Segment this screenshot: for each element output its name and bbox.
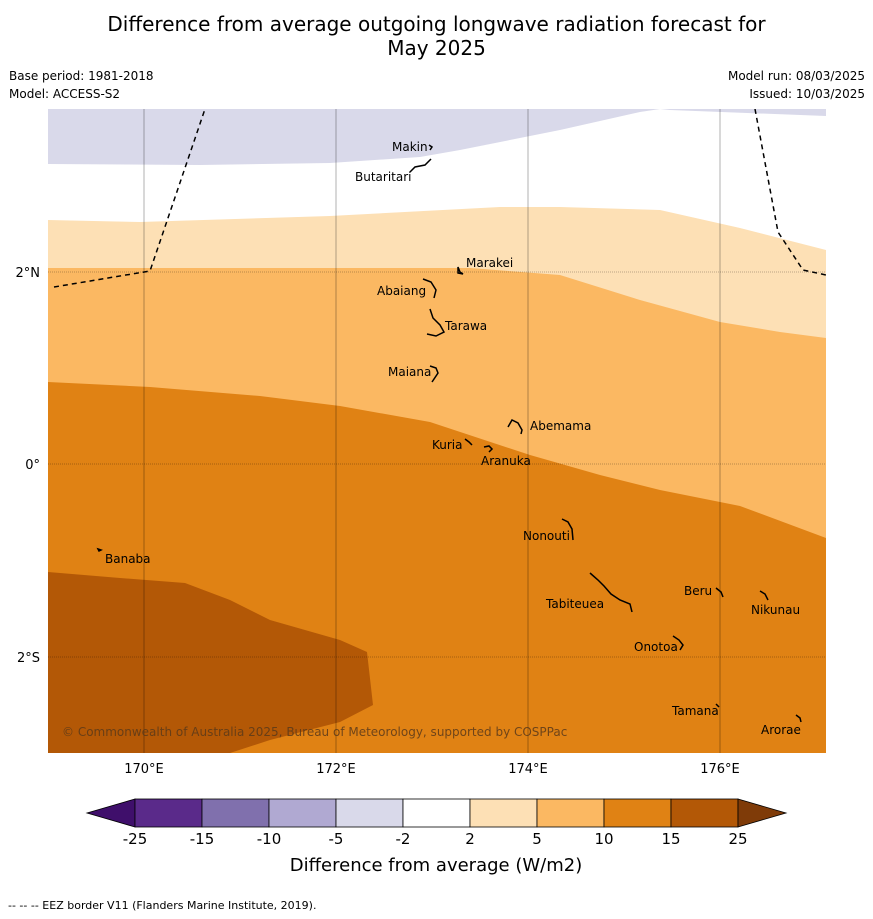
island-onotoa-shape <box>672 635 684 651</box>
island-abaiang-shape <box>422 278 437 299</box>
label-nikunau: Nikunau <box>751 603 800 617</box>
label-abemama: Abemama <box>530 419 591 433</box>
lat-tick-2n: 2°N <box>16 266 41 281</box>
colorbar-tick-label: -2 <box>396 830 411 848</box>
colorbar <box>85 798 788 828</box>
label-onotoa: Onotoa <box>634 640 678 654</box>
lon-tick-172: 172°E <box>316 762 356 777</box>
meta-left: Base period: 1981-2018 Model: ACCESS-S2 <box>9 67 154 103</box>
colorbar-segment <box>201 798 270 828</box>
island-kuria-shape <box>464 438 473 446</box>
band-minus5-to-minus2 <box>48 109 826 165</box>
colorbar-segment <box>469 798 538 828</box>
title-line-1: Difference from average outgoing longwav… <box>107 12 766 36</box>
lat-tick-2s: 2°S <box>17 651 40 666</box>
label-aranuka: Aranuka <box>481 454 531 468</box>
island-makin-shape <box>428 144 434 151</box>
island-tabiteuea-shape <box>589 572 633 613</box>
colorbar-segment <box>603 798 672 828</box>
island-nonouti-shape <box>561 518 574 541</box>
island-tarawa-shape <box>426 308 446 337</box>
colorbar-tick-label: 5 <box>532 830 542 848</box>
label-banaba: Banaba <box>105 552 151 566</box>
island-beru-shape <box>715 587 724 598</box>
model-run: Model run: 08/03/2025 <box>727 69 865 83</box>
colorbar-label: Difference from average (W/m2) <box>290 855 582 876</box>
model-name: Model: ACCESS-S2 <box>9 87 121 101</box>
title-line-2: May 2025 <box>387 36 486 60</box>
label-marakei: Marakei <box>466 256 513 270</box>
axis-labels: 170°E 172°E 174°E 176°E 2°N 0° 2°S <box>16 266 740 777</box>
island-marakei-shape <box>457 266 464 275</box>
colorbar-tick-label: -25 <box>123 830 148 848</box>
lon-tick-176: 176°E <box>700 762 740 777</box>
label-nonouti: Nonouti <box>523 529 570 543</box>
label-maiana: Maiana <box>388 365 431 379</box>
lon-tick-174: 174°E <box>508 762 548 777</box>
lat-tick-0: 0° <box>25 458 40 473</box>
label-makin: Makin <box>392 140 428 154</box>
colorbar-tick-label: 25 <box>728 830 747 848</box>
colorbar-tick-label: -10 <box>257 830 282 848</box>
colorbar-ticks: -25 -15 -10 -5 -2 2 5 10 15 25 <box>123 830 748 848</box>
colorbar-segment <box>134 798 203 828</box>
eez-border <box>53 109 826 288</box>
anomaly-map: Makin Butaritari Marakei Abaiang Tarawa … <box>48 109 826 753</box>
colorbar-tick-label: 10 <box>594 830 613 848</box>
colorbar-segment <box>402 798 471 828</box>
copyright-notice: © Commonwealth of Australia 2025, Bureau… <box>62 725 567 739</box>
island-banaba-shape <box>96 547 103 553</box>
colorbar-extend-low <box>85 798 136 828</box>
islands <box>96 144 802 723</box>
island-butaritari-shape <box>409 158 432 173</box>
lon-tick-170: 170°E <box>124 762 164 777</box>
colorbar-segment <box>268 798 337 828</box>
colorbar-tick-label: -5 <box>329 830 344 848</box>
colorbar-segment <box>536 798 605 828</box>
island-nikunau-shape <box>759 590 769 601</box>
label-tamana: Tamana <box>671 704 719 718</box>
label-tarawa: Tarawa <box>444 319 487 333</box>
place-labels: Makin Butaritari Marakei Abaiang Tarawa … <box>105 140 801 737</box>
base-period: Base period: 1981-2018 <box>9 69 154 83</box>
band-15-to-25 <box>48 572 373 753</box>
label-abaiang: Abaiang <box>377 284 426 298</box>
lat-gridlines <box>48 271 826 658</box>
issued-date: Issued: 10/03/2025 <box>749 87 865 101</box>
label-arorae: Arorae <box>761 723 801 737</box>
label-kuria: Kuria <box>432 438 463 452</box>
colorbar-extend-high <box>737 798 788 828</box>
footnote: -- -- -- EEZ border V11 (Flanders Marine… <box>8 899 317 912</box>
island-aranuka-shape <box>483 445 494 453</box>
gridlines <box>143 109 721 753</box>
colorbar-tick-label: 2 <box>465 830 475 848</box>
label-tabiteuea: Tabiteuea <box>545 597 604 611</box>
meta-right: Model run: 08/03/2025 Issued: 10/03/2025 <box>728 67 865 103</box>
colorbar-tick-label: 15 <box>661 830 680 848</box>
island-abemama-shape <box>507 419 523 435</box>
colorbar-tick-label: -15 <box>190 830 215 848</box>
label-butaritari: Butaritari <box>355 170 412 184</box>
island-maiana-shape <box>429 365 439 383</box>
map-title: Difference from average outgoing longwav… <box>0 12 873 60</box>
island-tamana-shape <box>715 703 720 708</box>
colorbar-segment <box>670 798 739 828</box>
island-arorae-shape <box>795 714 802 723</box>
label-beru: Beru <box>684 584 712 598</box>
colorbar-segment <box>335 798 404 828</box>
